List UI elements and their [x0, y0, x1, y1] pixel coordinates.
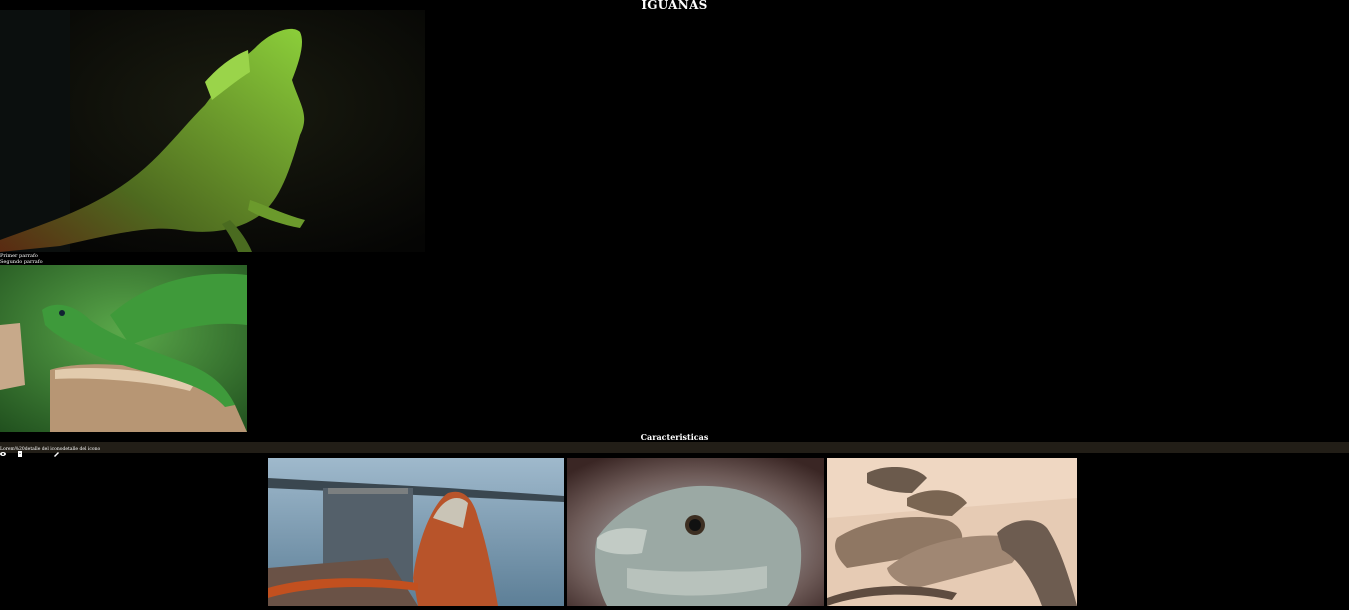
features-heading: Caracteristicas	[640, 432, 709, 442]
iguana-head-photo	[567, 458, 824, 606]
lizard-on-stump-photo	[0, 265, 247, 432]
intro-paragraph-2: Segundo parrafo	[0, 259, 43, 265]
document-icon	[17, 442, 25, 457]
eye-icon	[0, 442, 8, 456]
feature-labels: Lorem%20detalle del iconodetalle del ico…	[0, 447, 101, 452]
iguana-by-sea-photo	[268, 458, 564, 606]
intro-paragraph-1: Primer parrafo	[0, 253, 38, 259]
page-title: IGUANAS	[641, 0, 708, 12]
green-lizard-photo	[0, 10, 425, 252]
iguanas-on-beach-photo	[827, 458, 1077, 606]
pencil-icon	[53, 442, 61, 457]
features-bar: Lorem%20detalle del iconodetalle del ico…	[0, 442, 1349, 457]
